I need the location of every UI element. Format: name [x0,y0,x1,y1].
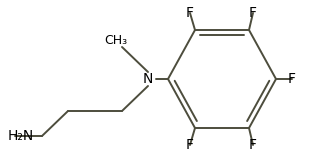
Text: F: F [288,72,296,86]
Text: CH₃: CH₃ [104,33,127,46]
Text: H₂N: H₂N [8,129,34,143]
Text: F: F [186,138,194,152]
Text: F: F [249,6,257,20]
Text: F: F [249,138,257,152]
Text: F: F [186,6,194,20]
Text: N: N [143,72,153,86]
